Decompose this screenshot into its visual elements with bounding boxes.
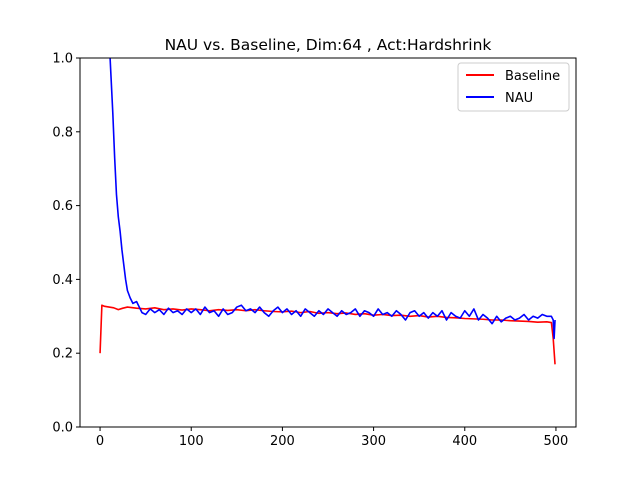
- legend-label-baseline: Baseline: [505, 69, 560, 84]
- x-tick-label: 100: [179, 434, 204, 449]
- x-tick-label: 200: [270, 434, 295, 449]
- x-axis: 0 100 200 300 400 500: [96, 427, 568, 449]
- y-axis: 0.0 0.2 0.4 0.6 0.8 1.0: [52, 52, 80, 436]
- y-tick-label: 0.8: [52, 125, 73, 140]
- y-tick-label: 0.4: [52, 273, 73, 288]
- x-tick-label: 0: [96, 434, 104, 449]
- legend: Baseline NAU: [457, 62, 570, 112]
- legend-label-nau: NAU: [505, 91, 533, 106]
- series-line-nau: [109, 58, 556, 340]
- y-tick-label: 1.0: [52, 52, 73, 67]
- series-layer: [99, 58, 556, 365]
- x-tick-label: 400: [452, 434, 477, 449]
- x-tick-label: 300: [361, 434, 386, 449]
- chart-title: NAU vs. Baseline, Dim:64 , Act:Hardshrin…: [165, 36, 492, 54]
- x-tick-label: 500: [544, 434, 569, 449]
- y-tick-label: 0.6: [52, 199, 73, 214]
- y-tick-label: 0.0: [52, 421, 73, 436]
- y-tick-label: 0.2: [52, 347, 73, 362]
- axes-frame: [79, 57, 577, 428]
